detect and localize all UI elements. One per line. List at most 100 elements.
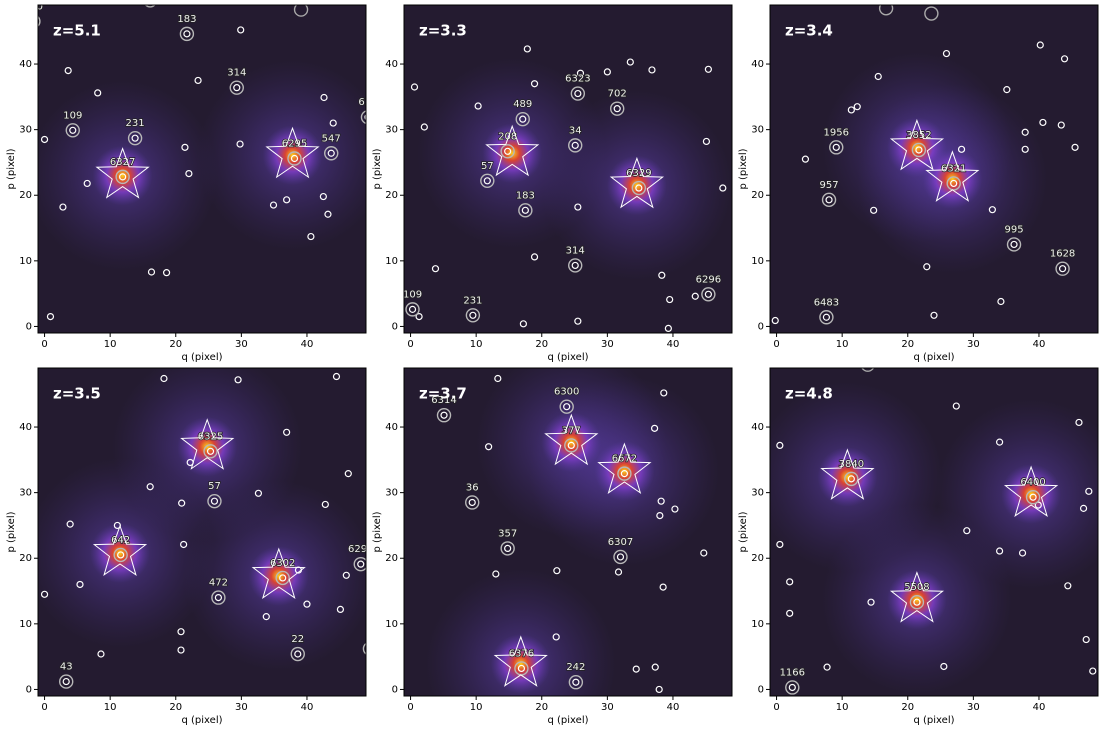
point: [664, 324, 672, 333]
source-ring: [290, 646, 305, 662]
plot-area: 420 183 314 109 231 547 6295 6327 629: [30, 5, 366, 333]
point: [420, 123, 428, 131]
y-tick-label: 10: [19, 256, 32, 267]
x-axis-label: q (pixel): [914, 352, 955, 363]
x-tick-label: 10: [470, 702, 483, 713]
point: [1057, 121, 1065, 129]
source-point: [571, 261, 579, 270]
source-ring: [59, 674, 74, 689]
x-tick-label: 30: [967, 702, 980, 713]
glow: [490, 633, 551, 694]
plot-area: 1956 3852 6321 957 995 1628 6483: [770, 5, 1098, 333]
ring-outer: [293, 5, 309, 17]
x-tick-label: 40: [301, 702, 314, 713]
point: [94, 89, 102, 97]
point: [162, 269, 171, 277]
point: [995, 438, 1004, 446]
ring-outer: [861, 368, 875, 372]
x-axis-label: q (pixel): [914, 715, 955, 726]
source-ring: [844, 471, 859, 487]
point: [177, 628, 185, 636]
source-point: [210, 497, 219, 505]
point: [180, 540, 188, 549]
source-label: 6325: [198, 431, 223, 442]
point: [474, 102, 482, 110]
source-point: [69, 126, 77, 134]
source-label: 1166: [780, 667, 805, 678]
point: [181, 143, 189, 151]
axes-frame: [769, 4, 1099, 334]
point: [988, 206, 996, 214]
source-ring: [275, 570, 290, 586]
point: [254, 489, 263, 497]
y-axis-label: p (pixel): [372, 511, 383, 552]
point: [76, 580, 84, 589]
point: [269, 201, 278, 209]
star: [265, 126, 320, 179]
point: [651, 663, 659, 671]
source-label: 109: [403, 289, 422, 300]
point: [523, 45, 531, 53]
source-point: [504, 544, 512, 553]
point: [40, 135, 49, 144]
y-tick-label: 20: [19, 190, 32, 201]
source-point: [290, 154, 299, 163]
source-ring: [819, 310, 834, 325]
source-label: 957: [819, 180, 838, 191]
y-axis-label: p (pixel): [6, 511, 17, 552]
point: [492, 570, 500, 578]
star: [544, 413, 599, 466]
point: [178, 499, 186, 507]
x-tick-label: 30: [601, 702, 614, 713]
point: [995, 547, 1004, 555]
source-label: 3840: [839, 459, 864, 470]
point: [319, 192, 327, 201]
y-tick-label: 30: [385, 488, 398, 499]
source-point: [30, 18, 36, 24]
source-label: 6327: [110, 157, 135, 168]
glow: [482, 123, 543, 184]
source-ring: [568, 138, 583, 153]
point: [655, 685, 663, 694]
x-tick-label: 20: [169, 702, 182, 713]
point: [576, 69, 585, 77]
source-point: [572, 678, 580, 686]
source-ring: [570, 86, 586, 101]
source-point: [704, 290, 712, 298]
y-axis-label: p (pixel): [6, 148, 17, 189]
point: [236, 140, 244, 148]
y-tick-label: 10: [751, 256, 764, 267]
point: [930, 311, 938, 319]
source-label: 3852: [906, 130, 931, 141]
haze: [425, 568, 616, 696]
source-ring: [465, 495, 480, 510]
source-label: 6300: [554, 387, 579, 398]
source-label: 6323: [565, 74, 590, 85]
x-tick-label: 30: [235, 339, 248, 350]
axes-frame: [403, 367, 733, 697]
axes-frame: [769, 367, 1099, 697]
source-ring: [500, 541, 515, 556]
point: [626, 58, 634, 66]
point: [801, 155, 810, 163]
point: [1089, 667, 1097, 675]
panel-title: z=3.4: [785, 22, 833, 40]
source-ring: [821, 192, 837, 208]
ring-outer: [878, 5, 894, 16]
y-tick-label: 0: [392, 684, 398, 695]
source-ring: [946, 176, 961, 191]
source-label: 702: [608, 89, 627, 100]
point: [321, 500, 329, 509]
source-label: 6302: [270, 558, 295, 569]
point: [1036, 41, 1044, 49]
point: [329, 119, 337, 127]
point: [332, 372, 341, 381]
axes-frame: [37, 367, 367, 697]
source-ring: [362, 642, 366, 655]
source-point: [788, 683, 796, 692]
source-point: [183, 30, 191, 38]
source-point: [468, 498, 476, 507]
point: [324, 210, 332, 218]
source-label: 357: [498, 528, 517, 539]
